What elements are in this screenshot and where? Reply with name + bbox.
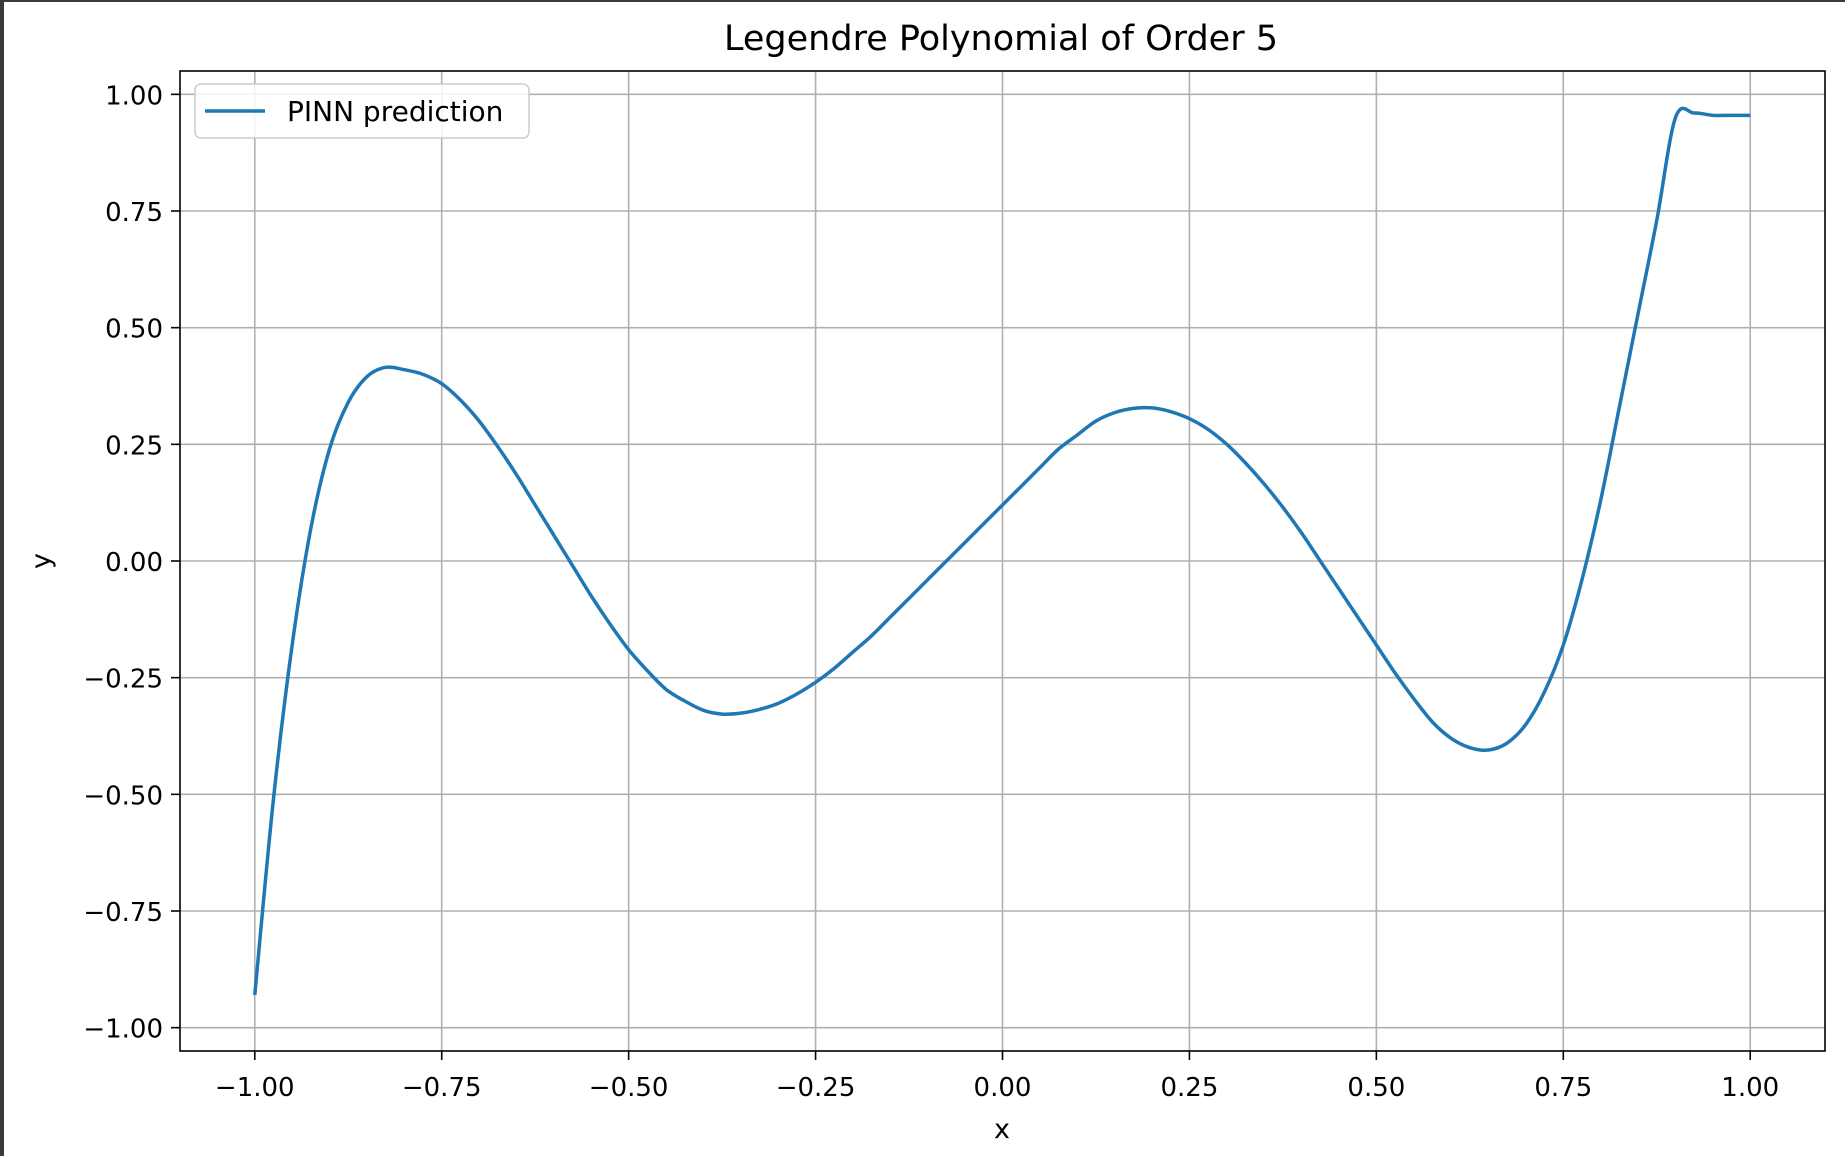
x-tick-label: −0.50 xyxy=(589,1073,669,1103)
y-tick-label: −0.75 xyxy=(83,898,163,928)
plot-area-border xyxy=(179,70,1826,1052)
series-layer xyxy=(253,106,1751,996)
x-tick-label: 0.50 xyxy=(1347,1073,1405,1103)
y-tick-label: 0.00 xyxy=(105,548,163,578)
y-tick-label: 0.75 xyxy=(105,198,163,228)
y-tick-label: −1.00 xyxy=(83,1015,163,1045)
y-tick-label: −0.50 xyxy=(83,781,163,811)
x-tick-label: −0.75 xyxy=(402,1073,482,1103)
chart-title: Legendre Polynomial of Order 5 xyxy=(724,19,1278,59)
legend-label: PINN prediction xyxy=(287,95,503,128)
y-tick-label: −0.25 xyxy=(83,665,163,695)
y-tick-label: 1.00 xyxy=(105,81,163,111)
y-tick-label: 0.50 xyxy=(105,315,163,345)
legend-box xyxy=(194,83,530,139)
y-axis-ticks: 1.00 0.75 0.50 0.25 0.00 −0.25 −0.50 −0.75 −1.00 xyxy=(83,81,180,1045)
x-tick-label: −0.25 xyxy=(776,1073,856,1103)
x-axis-label: x xyxy=(994,1114,1010,1145)
y-axis-label: y xyxy=(26,553,57,569)
legend: PINN prediction xyxy=(194,83,530,139)
x-tick-label: 0.25 xyxy=(1160,1073,1218,1103)
x-tick-label: 1.00 xyxy=(1721,1073,1779,1103)
x-tick-label: −1.00 xyxy=(215,1073,295,1103)
grid-lines xyxy=(180,71,1825,1051)
x-axis-ticks: −1.00 −0.75 −0.50 −0.25 0.00 0.25 0.50 0.75 1.00 xyxy=(215,1051,1779,1103)
x-tick-label: 0.00 xyxy=(974,1073,1032,1103)
series-line-pinn-prediction xyxy=(253,106,1751,996)
window-top-edge xyxy=(0,0,1845,2)
x-tick-label: 0.75 xyxy=(1534,1073,1592,1103)
window-left-edge xyxy=(0,0,4,1156)
y-tick-label: 0.25 xyxy=(105,431,163,461)
